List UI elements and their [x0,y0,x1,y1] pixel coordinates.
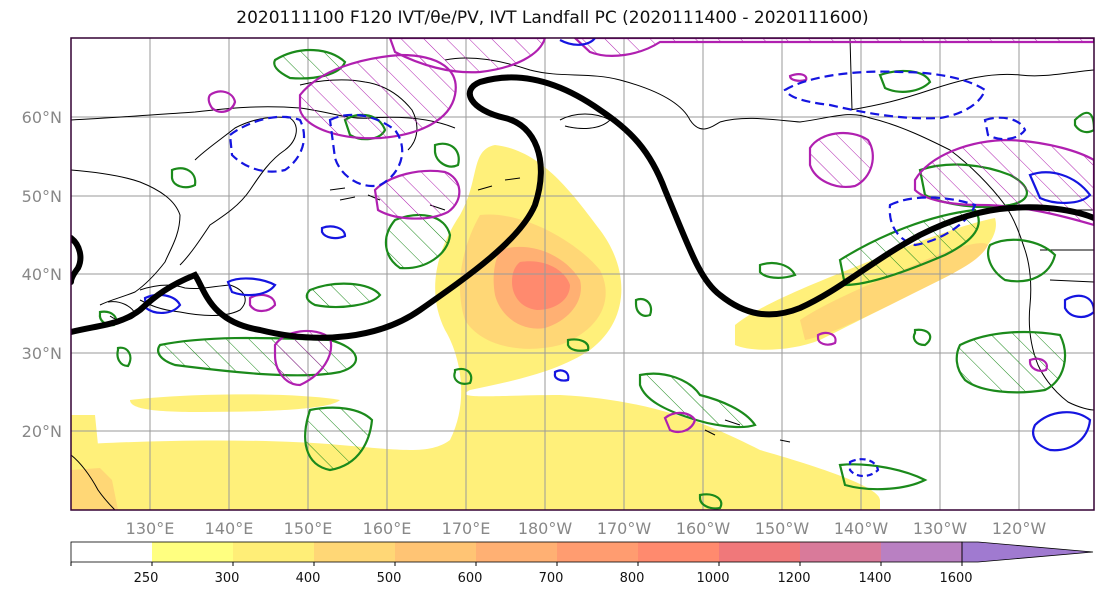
colorbar-tick-label: 1200 [777,571,810,586]
colorbar-segment [557,542,638,562]
colorbar-border [70,541,963,563]
ivt-shading [71,145,996,510]
lon-label: 170°W [597,519,652,538]
colorbar-segment [71,542,152,562]
map-plot [71,38,1094,510]
lon-label: 130°E [126,519,175,538]
colorbar-segment [476,542,557,562]
colorbar-tick-label: 1600 [939,571,972,586]
lon-label: 160°E [363,519,412,538]
lon-label: 130°W [913,519,968,538]
map-title: 2020111100 F120 IVT/θe/PV, IVT Landfall … [236,8,869,28]
colorbar-segment [395,542,476,562]
colorbar-segment [719,542,800,562]
colorbar-tick-label: 1000 [696,571,729,586]
lon-label: 120°W [992,519,1047,538]
magenta-contours [207,38,1094,434]
colorbar-tick-label: 500 [377,571,402,586]
colorbar-tick-label: 800 [620,571,645,586]
colorbar-tick-label: 700 [539,571,564,586]
colorbar-extend-arrow [961,541,1094,563]
colorbar-tick-label: 250 [134,571,159,586]
colorbar-segment [152,542,233,562]
lon-label: 180°W [518,519,573,538]
map-frame [70,37,1095,511]
longitude-labels: 130°E 140°E 150°E 160°E 170°E 180°W 170°… [126,519,1047,538]
lat-label: 60°N [22,108,62,127]
colorbar-segment [314,542,395,562]
lon-label: 160°W [676,519,731,538]
lat-label: 50°N [22,187,62,206]
blue-contours [143,38,1094,478]
colorbar-tick-label: 1400 [858,571,891,586]
lon-label: 150°E [284,519,333,538]
colorbar-tick-label: 600 [458,571,483,586]
colorbar-segment [233,542,314,562]
colorbar-segment [638,542,719,562]
ivt-colorbar: 250 300 400 500 600 700 800 1000 1200 1400 1600 [70,541,1094,586]
colorbar-segment [800,542,881,562]
lat-label: 20°N [22,422,62,441]
colorbar-tick-label: 300 [215,571,240,586]
colorbar-segment [881,542,962,562]
lat-label: 40°N [22,265,62,284]
lat-label: 30°N [22,344,62,363]
colorbar-tick-label: 400 [296,571,321,586]
lon-label: 140°W [834,519,889,538]
lon-label: 170°E [442,519,491,538]
lon-label: 150°W [755,519,810,538]
lon-label: 140°E [205,519,254,538]
latitude-labels: 60°N 50°N 40°N 30°N 20°N [22,108,62,441]
